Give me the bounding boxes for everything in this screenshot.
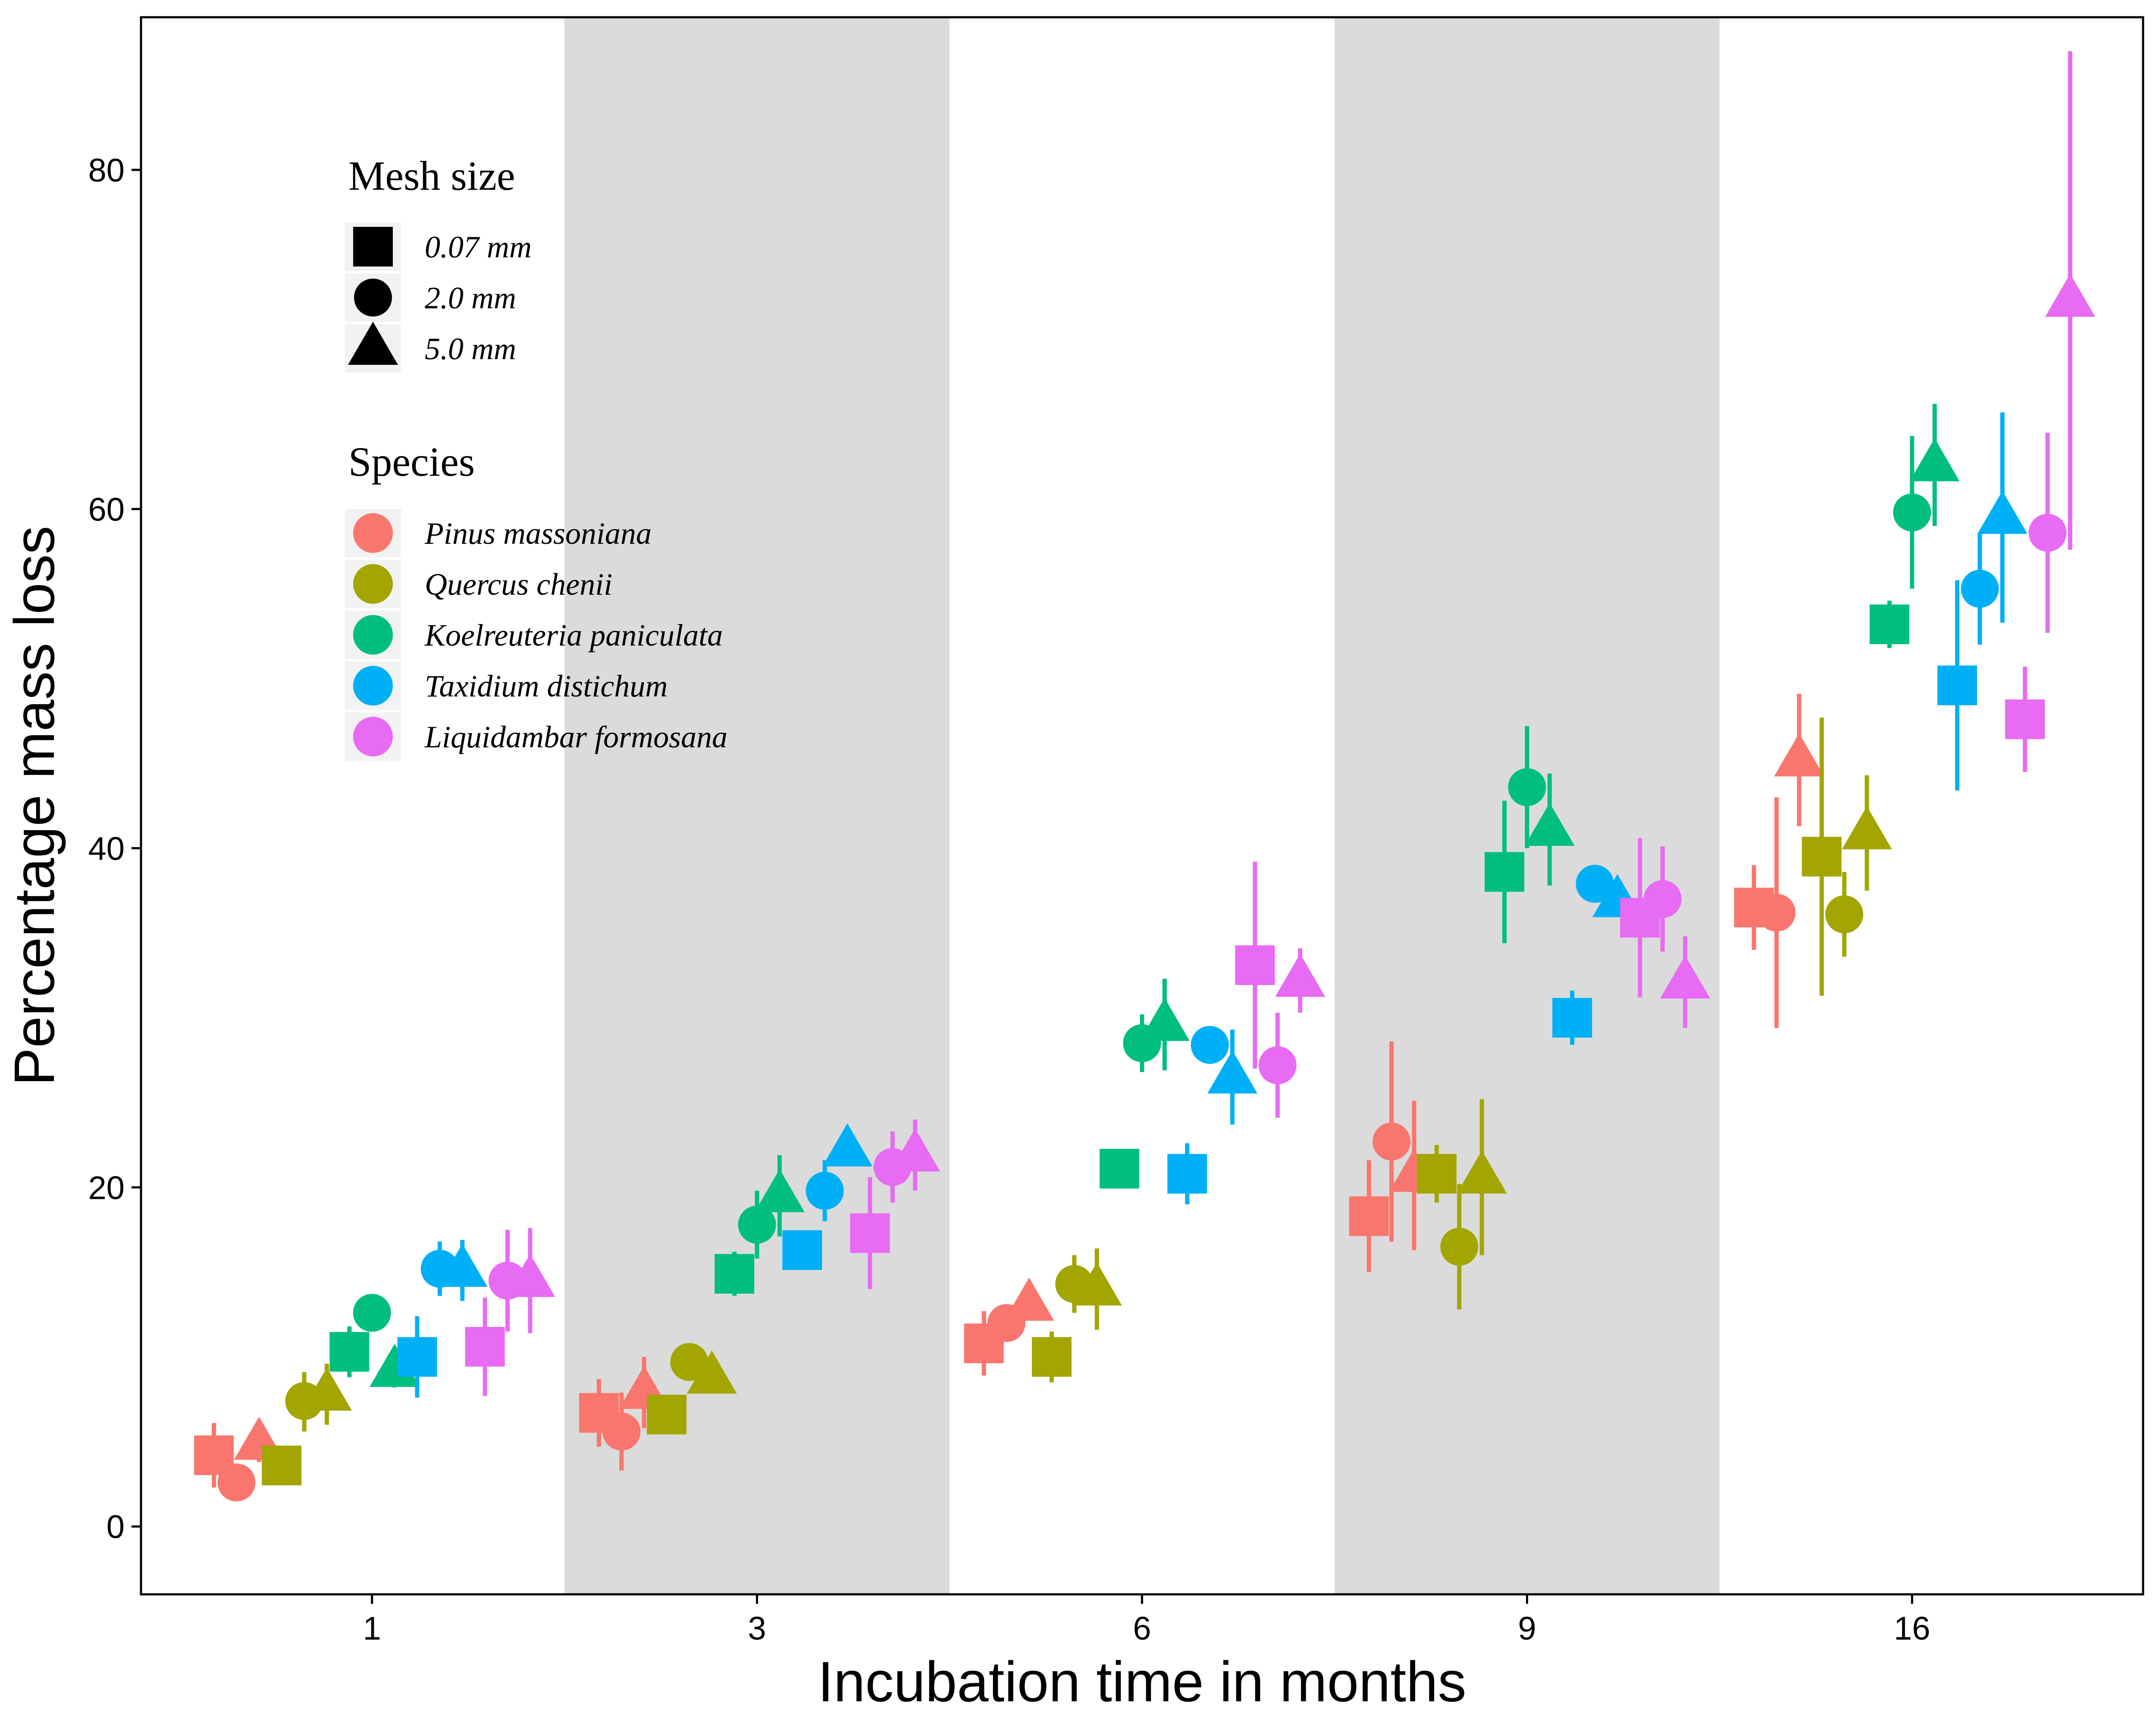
legend-species-title: Species xyxy=(348,439,475,485)
legend-species-label: Koelreuteria paniculata xyxy=(424,618,723,652)
legend-mesh-label: 5.0 mm xyxy=(425,332,516,366)
point-koelreuteria-paniculata-2-0-mm-m1 xyxy=(353,1294,391,1332)
legend-species-quercus-chenii-swatch xyxy=(353,564,393,604)
point-koelreuteria-paniculata-5-0-mm-m16 xyxy=(1909,438,1960,482)
point-quercus-chenii-5-0-mm-m6 xyxy=(1072,1262,1122,1306)
x-tick-label: 1 xyxy=(363,1610,381,1647)
y-tick-label: 40 xyxy=(88,831,125,867)
point-quercus-chenii-0-07-mm-m1 xyxy=(262,1446,302,1486)
point-liquidambar-formosana-0-07-mm-m1 xyxy=(465,1327,505,1367)
point-liquidambar-formosana-0-07-mm-m16 xyxy=(2005,699,2045,739)
point-koelreuteria-paniculata-2-0-mm-m3 xyxy=(738,1205,776,1244)
legend-species-label: Pinus massoniana xyxy=(424,516,652,551)
x-axis-title: Incubation time in months xyxy=(818,1650,1466,1713)
point-pinus-massoniana-2-0-mm-m3 xyxy=(602,1412,641,1451)
legend-species-label: Liquidambar formosana xyxy=(424,720,727,754)
point-quercus-chenii-0-07-mm-m16 xyxy=(1802,837,1842,877)
legend-mesh-title: Mesh size xyxy=(348,153,515,199)
y-tick-label: 0 xyxy=(107,1509,125,1546)
point-taxidium-distichum-0-07-mm-m9 xyxy=(1552,998,1592,1038)
point-koelreuteria-paniculata-0-07-mm-m16 xyxy=(1869,604,1909,644)
point-koelreuteria-paniculata-5-0-mm-m6 xyxy=(1139,997,1190,1041)
point-quercus-chenii-0-07-mm-m3 xyxy=(647,1395,687,1435)
point-liquidambar-formosana-5-0-mm-m1 xyxy=(505,1254,555,1297)
point-liquidambar-formosana-2-0-mm-m16 xyxy=(2028,514,2067,552)
point-koelreuteria-paniculata-0-07-mm-m1 xyxy=(329,1332,370,1372)
point-liquidambar-formosana-0-07-mm-m6 xyxy=(1235,945,1275,985)
point-koelreuteria-paniculata-0-07-mm-m3 xyxy=(714,1254,755,1294)
x-tick-label: 6 xyxy=(1133,1610,1151,1647)
point-liquidambar-formosana-5-0-mm-m16 xyxy=(2045,273,2095,317)
point-taxidium-distichum-2-0-mm-m9 xyxy=(1576,865,1614,903)
point-quercus-chenii-0-07-mm-m9 xyxy=(1416,1154,1457,1194)
x-tick-label: 9 xyxy=(1518,1610,1536,1647)
point-quercus-chenii-0-07-mm-m6 xyxy=(1031,1337,1072,1377)
point-liquidambar-formosana-2-0-mm-m9 xyxy=(1643,880,1682,918)
point-pinus-massoniana-5-0-mm-m16 xyxy=(1774,733,1824,777)
point-quercus-chenii-5-0-mm-m3 xyxy=(686,1350,737,1394)
point-quercus-chenii-2-0-mm-m3 xyxy=(670,1343,708,1381)
legend: Mesh size Species 0.07 mm 2.0 mm 5.0 mm Pin… xyxy=(345,153,727,761)
point-taxidium-distichum-5-0-mm-m6 xyxy=(1207,1050,1258,1094)
point-koelreuteria-paniculata-0-07-mm-m9 xyxy=(1485,852,1525,892)
y-tick-label: 60 xyxy=(88,491,125,528)
x-tick-label: 3 xyxy=(748,1610,766,1647)
point-liquidambar-formosana-5-0-mm-m9 xyxy=(1660,955,1711,999)
legend-species-pinus-massoniana-swatch xyxy=(353,513,393,553)
point-taxidium-distichum-0-07-mm-m3 xyxy=(782,1230,822,1270)
y-axis-title: Percentage mass loss xyxy=(3,526,66,1086)
legend-species-taxidium-distichum-swatch xyxy=(353,666,393,706)
point-pinus-massoniana-5-0-mm-m6 xyxy=(1004,1277,1054,1321)
y-tick-label: 80 xyxy=(88,152,125,189)
point-quercus-chenii-5-0-mm-m1 xyxy=(301,1367,352,1411)
point-taxidium-distichum-0-07-mm-m6 xyxy=(1167,1154,1207,1194)
point-taxidium-distichum-2-0-mm-m3 xyxy=(805,1172,844,1210)
point-pinus-massoniana-2-0-mm-m1 xyxy=(217,1463,256,1502)
point-quercus-chenii-5-0-mm-m9 xyxy=(1457,1150,1507,1194)
point-taxidium-distichum-5-0-mm-m1 xyxy=(437,1243,488,1287)
point-taxidium-distichum-2-0-mm-m16 xyxy=(1961,570,1999,608)
point-koelreuteria-paniculata-2-0-mm-m9 xyxy=(1508,768,1546,806)
legend-mesh-2-0-mm-circle-icon xyxy=(354,279,392,317)
legend-mesh-label: 2.0 mm xyxy=(425,281,516,315)
legend-mesh-label: 0.07 mm xyxy=(425,230,532,264)
legend-mesh-5-0-mm-triangle-icon xyxy=(348,322,398,365)
axes: 0 20 40 60 80 1 3 6 9 16 xyxy=(88,152,1930,1647)
point-liquidambar-formosana-2-0-mm-m6 xyxy=(1258,1046,1297,1085)
point-liquidambar-formosana-5-0-mm-m3 xyxy=(890,1128,940,1172)
point-koelreuteria-paniculata-5-0-mm-m3 xyxy=(754,1169,805,1212)
point-pinus-massoniana-0-07-mm-m9 xyxy=(1349,1196,1389,1236)
legend-species-liquidambar-formosana-swatch xyxy=(353,717,393,756)
point-koelreuteria-paniculata-0-07-mm-m6 xyxy=(1100,1149,1140,1189)
point-quercus-chenii-2-0-mm-m9 xyxy=(1440,1227,1479,1266)
legend-species-label: Quercus chenii xyxy=(425,567,612,602)
point-quercus-chenii-5-0-mm-m16 xyxy=(1842,806,1892,850)
legend-species-label: Taxidium distichum xyxy=(425,669,667,703)
point-quercus-chenii-2-0-mm-m16 xyxy=(1825,895,1864,934)
legend-mesh-0-07-mm-square-icon xyxy=(353,227,393,267)
shaded-bands xyxy=(564,17,1720,1594)
point-liquidambar-formosana-0-07-mm-m3 xyxy=(850,1213,890,1253)
point-taxidium-distichum-0-07-mm-m1 xyxy=(397,1337,437,1377)
y-tick-label: 20 xyxy=(88,1170,125,1206)
point-liquidambar-formosana-5-0-mm-m6 xyxy=(1275,953,1326,997)
point-pinus-massoniana-2-0-mm-m9 xyxy=(1373,1123,1411,1161)
data-points xyxy=(194,51,2095,1502)
point-koelreuteria-paniculata-5-0-mm-m9 xyxy=(1524,803,1575,846)
legend-species-koelreuteria-paniculata-swatch xyxy=(353,615,393,655)
point-koelreuteria-paniculata-2-0-mm-m16 xyxy=(1893,493,1931,532)
point-taxidium-distichum-2-0-mm-m6 xyxy=(1191,1026,1229,1064)
shaded-band-3 xyxy=(564,17,950,1594)
point-taxidium-distichum-5-0-mm-m3 xyxy=(822,1123,873,1167)
point-pinus-massoniana-2-0-mm-m16 xyxy=(1757,894,1796,932)
point-taxidium-distichum-5-0-mm-m16 xyxy=(1977,491,2028,534)
point-taxidium-distichum-0-07-mm-m16 xyxy=(1937,665,1977,706)
x-tick-label: 16 xyxy=(1894,1610,1930,1647)
